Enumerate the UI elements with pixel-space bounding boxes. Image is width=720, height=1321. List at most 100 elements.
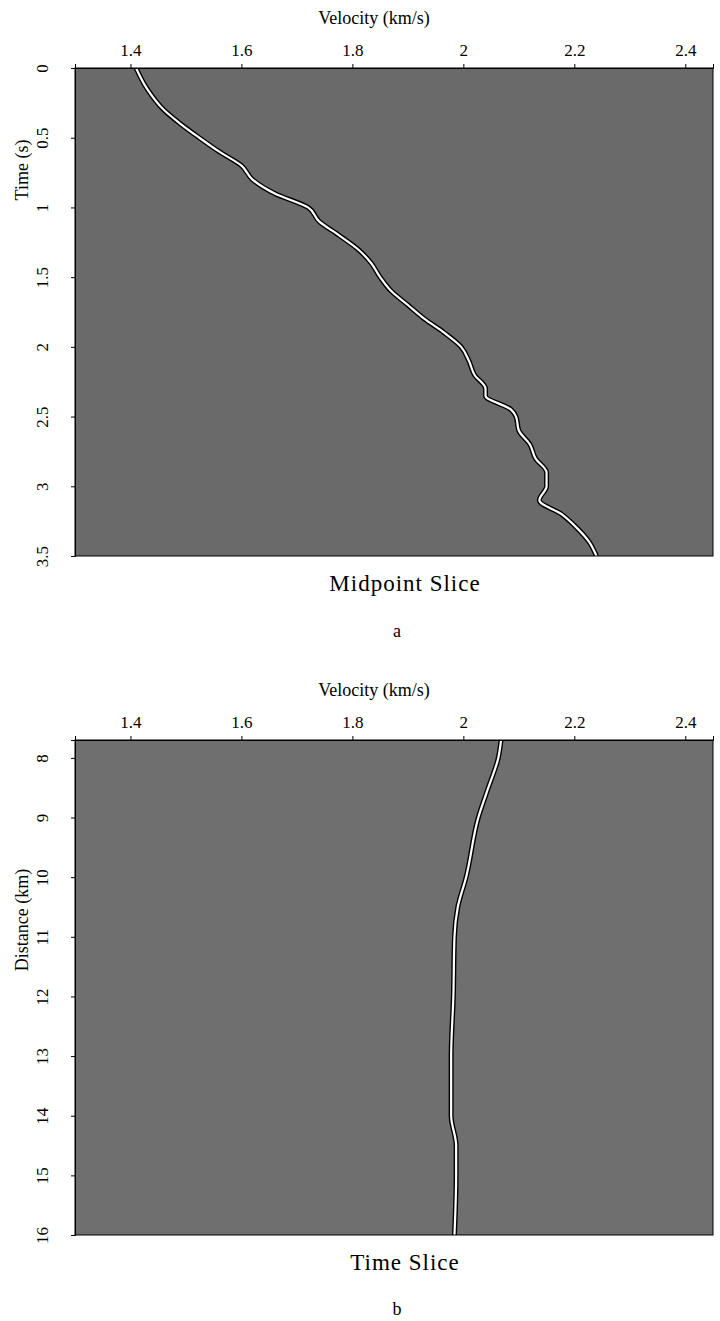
x-tick-mark xyxy=(685,64,686,68)
x-tick-label: 2.4 xyxy=(675,713,697,732)
marks xyxy=(451,740,501,1235)
y-axis-title: Time (s) xyxy=(12,140,33,201)
curve-outline xyxy=(451,740,501,1235)
y-axis: 8 9 10 11 12 13 14 15 16 xyxy=(33,741,76,1245)
y-tick-label: 2 xyxy=(33,343,52,352)
y-tick: 11 xyxy=(33,929,75,945)
y-tick: 16 xyxy=(33,1227,75,1244)
y-tick-label: 15 xyxy=(33,1167,52,1184)
y-tick-mark xyxy=(71,996,75,997)
panel: 1.4 1.6 1.8 2 2.2 2.4 8 9 10 11 12 13 14 15 16 Velocity… xyxy=(12,680,714,1319)
picked-curve xyxy=(136,68,596,556)
y-tick-label: 0 xyxy=(33,64,52,73)
x-tick: 2.2 xyxy=(564,713,585,740)
x-tick-label: 1.4 xyxy=(120,713,142,732)
y-tick: 0 xyxy=(33,64,75,73)
x-tick: 2.2 xyxy=(564,41,585,68)
y-tick-mark xyxy=(71,1116,75,1117)
y-tick-mark xyxy=(71,1175,75,1176)
y-tick: 12 xyxy=(33,988,75,1005)
x-tick: 1.6 xyxy=(231,41,252,68)
y-tick-mark xyxy=(71,937,75,938)
y-tick-label: 9 xyxy=(33,814,52,823)
y-axis-title: Distance (km) xyxy=(12,869,33,971)
plot-background xyxy=(75,68,713,556)
x-tick-label: 1.6 xyxy=(231,713,252,732)
y-tick-label: 10 xyxy=(33,869,52,886)
y-tick: 8 xyxy=(33,754,75,763)
panel-caption: Midpoint Slice xyxy=(329,571,480,596)
y-tick: 2 xyxy=(33,343,75,352)
x-axis-line xyxy=(76,736,714,741)
y-tick-label: 12 xyxy=(33,988,52,1005)
curve-outline xyxy=(136,68,596,556)
y-tick-mark xyxy=(71,1056,75,1057)
x-tick-mark xyxy=(574,64,575,68)
x-tick-label: 2 xyxy=(460,713,469,732)
x-tick-label: 2.2 xyxy=(564,713,585,732)
x-tick-mark xyxy=(241,736,242,740)
plot-frame xyxy=(75,740,713,1235)
panel-letter: a xyxy=(393,621,401,641)
plot-frame xyxy=(75,68,713,556)
y-tick-label: 11 xyxy=(33,929,52,945)
x-tick-label: 2 xyxy=(460,41,469,60)
x-tick-label: 1.4 xyxy=(120,41,142,60)
y-tick: 0.5 xyxy=(33,128,75,149)
y-tick-mark xyxy=(71,68,75,69)
y-axis-line xyxy=(71,741,76,1236)
x-tick-label: 2.4 xyxy=(675,41,697,60)
y-axis: 00.511.522.533.5 xyxy=(33,64,76,567)
x-axis-title: Velocity (km/s) xyxy=(318,8,429,29)
x-tick-label: 1.8 xyxy=(342,713,363,732)
y-tick-mark xyxy=(71,417,75,418)
y-tick: 2.5 xyxy=(33,406,75,427)
y-tick-label: 2.5 xyxy=(33,406,52,427)
y-tick: 13 xyxy=(33,1048,75,1065)
picked-curve xyxy=(451,740,501,1235)
y-tick-label: 1 xyxy=(33,204,52,213)
x-tick: 1.8 xyxy=(342,41,363,68)
x-tick-mark xyxy=(463,736,464,740)
panel-caption: Time Slice xyxy=(350,1250,459,1275)
y-tick-label: 8 xyxy=(33,754,52,763)
y-tick-mark xyxy=(71,877,75,878)
x-tick-mark xyxy=(352,64,353,68)
x-tick-mark xyxy=(130,736,131,740)
y-tick-label: 13 xyxy=(33,1048,52,1065)
y-tick-mark xyxy=(71,138,75,139)
x-tick: 1.8 xyxy=(342,713,363,740)
panel-letter: b xyxy=(393,1299,402,1319)
x-tick: 1.6 xyxy=(231,713,252,740)
y-tick-label: 16 xyxy=(33,1227,52,1244)
x-tick-label: 1.6 xyxy=(231,41,252,60)
y-tick-mark xyxy=(71,347,75,348)
x-tick-label: 2.2 xyxy=(564,41,585,60)
y-tick-mark xyxy=(71,207,75,208)
x-tick: 2.4 xyxy=(675,41,697,68)
x-tick-mark xyxy=(463,64,464,68)
y-tick-mark xyxy=(71,556,75,557)
y-tick-mark xyxy=(71,758,75,759)
x-tick-mark xyxy=(685,736,686,740)
x-tick: 2.4 xyxy=(675,713,697,740)
x-axis-title: Velocity (km/s) xyxy=(318,680,429,701)
x-tick: 2 xyxy=(460,41,469,68)
y-tick-label: 3.5 xyxy=(33,546,52,567)
y-tick: 1.5 xyxy=(33,267,75,288)
x-tick: 2 xyxy=(460,713,469,740)
y-tick: 14 xyxy=(33,1107,75,1125)
y-tick: 15 xyxy=(33,1167,75,1184)
y-tick: 10 xyxy=(33,869,75,886)
y-tick: 1 xyxy=(33,204,75,213)
x-tick-mark xyxy=(352,736,353,740)
y-tick-mark xyxy=(71,1235,75,1236)
x-axis: 1.4 1.6 1.8 2 2.2 2.4 xyxy=(76,713,714,741)
y-tick: 9 xyxy=(33,814,75,823)
panel: 1.41.61.822.22.400.511.522.533.5Velocity… xyxy=(12,8,714,641)
x-tick: 1.4 xyxy=(120,713,142,740)
x-tick-mark xyxy=(574,736,575,740)
x-tick: 1.4 xyxy=(120,41,142,68)
y-tick-label: 1.5 xyxy=(33,267,52,288)
y-tick-mark xyxy=(71,818,75,819)
